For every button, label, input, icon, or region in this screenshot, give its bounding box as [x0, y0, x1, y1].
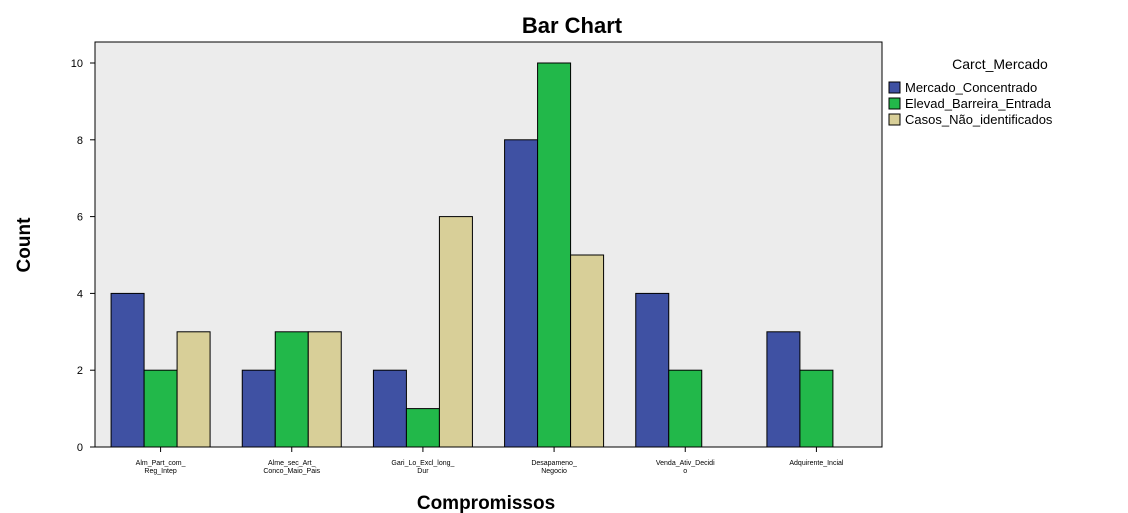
x-axis-title: Compromissos: [417, 493, 555, 513]
legend-label: Casos_Não_identificados: [905, 112, 1053, 127]
bar-casos-n-o-identificados-3: [570, 254, 605, 448]
bar-elevad-barreira-entrada-2: [405, 408, 440, 448]
x-category-label: Negocio: [541, 468, 567, 475]
bar-elevad-barreira-entrada-5: [799, 369, 834, 448]
bar-mercado-concentrado-0: [110, 292, 145, 448]
bar-elevad-barreira-entrada-3: [537, 62, 572, 448]
bar-elevad-barreira-entrada-1: [274, 331, 309, 448]
legend-swatch: [888, 113, 901, 126]
x-category-label: Alm_Part_com_: [136, 460, 186, 467]
x-category-label: Conco_Maio_Pais: [263, 468, 320, 475]
x-category-label: Gari_Lo_Excl_long_: [391, 460, 454, 467]
bar-mercado-concentrado-1: [241, 369, 276, 448]
x-axis-category-labels: Alm_Part_com_Reg_Intep Alme_sec_Art_Conco…: [136, 460, 844, 475]
bar-casos-n-o-identificados-0: [176, 331, 211, 448]
legend-swatch: [888, 97, 901, 110]
x-category-label: Alme_sec_Art_: [268, 460, 316, 467]
y-tick-label: 10: [71, 58, 83, 70]
bar-elevad-barreira-entrada-4: [668, 369, 703, 448]
y-tick-label: 0: [77, 442, 83, 454]
bar-mercado-concentrado-4: [635, 292, 670, 448]
y-tick-label: 4: [77, 288, 83, 300]
bars-group: [110, 62, 834, 452]
y-tick-label: 2: [77, 365, 83, 377]
plot-area: [94, 41, 883, 448]
x-category-label: o: [683, 468, 687, 475]
y-axis: 0 2 4 6 8 10: [71, 58, 95, 454]
legend-swatch: [888, 81, 901, 94]
y-axis-title: Count: [14, 217, 35, 273]
y-tick-label: 8: [77, 135, 83, 147]
x-category-label: Venda_Ativ_Decidi: [656, 460, 715, 467]
x-category-label: Adquirente_Incial: [789, 460, 844, 467]
bar-mercado-concentrado-2: [372, 369, 407, 448]
bar-mercado-concentrado-5: [766, 331, 801, 448]
bar-elevad-barreira-entrada-0: [143, 369, 178, 448]
bar-mercado-concentrado-3: [504, 139, 539, 448]
legend-title: Carct_Mercado: [952, 56, 1048, 72]
bar-casos-n-o-identificados-1: [307, 331, 342, 448]
legend-label: Mercado_Concentrado: [905, 80, 1037, 95]
legend-label: Elevad_Barreira_Entrada: [905, 96, 1052, 111]
bar-casos-n-o-identificados-2: [438, 216, 473, 448]
x-category-label: Desapameno_: [531, 460, 577, 467]
x-category-label: Dur: [417, 468, 429, 475]
x-category-label: Reg_Intep: [144, 468, 176, 475]
y-tick-label: 6: [77, 212, 83, 224]
legend: Carct_Mercado Mercado_ConcentradoElevad_…: [888, 56, 1053, 127]
chart-title: Bar Chart: [522, 13, 623, 38]
